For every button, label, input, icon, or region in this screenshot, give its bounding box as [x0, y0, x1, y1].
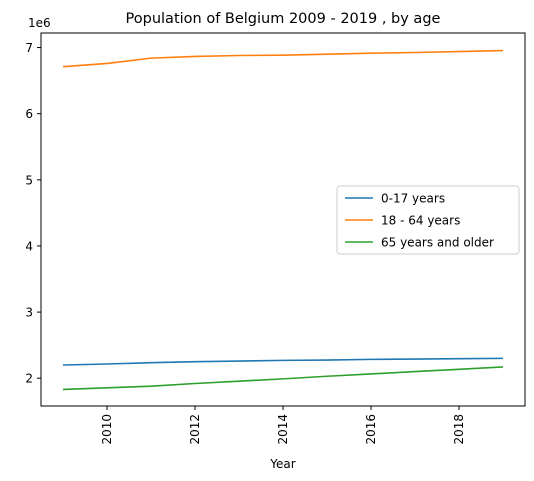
series-lines [62, 49, 504, 391]
y-tick-label: 7 [25, 41, 33, 55]
y-offset-label: 1e6 [28, 16, 51, 30]
x-tick-label: 2014 [276, 414, 290, 445]
series-line-2 [62, 49, 504, 68]
y-tick-label: 5 [25, 173, 33, 187]
plot-frame [40, 32, 526, 407]
y-tick-label: 6 [25, 107, 33, 121]
x-axis-label: Year [269, 457, 295, 471]
x-tick-label: 2012 [188, 414, 202, 445]
x-tick-label: 2018 [452, 414, 466, 445]
chart-title: Population of Belgium 2009 - 2019 , by a… [126, 11, 441, 27]
y-tick-label: 2 [25, 372, 33, 386]
y-axis: 2 3 4 5 6 7 [25, 41, 41, 386]
legend-label: 0-17 years [381, 192, 445, 206]
y-tick-label: 3 [25, 306, 33, 320]
legend: 0-17 years 18 - 64 years 65 years and olde… [336, 185, 520, 255]
y-tick-label: 4 [25, 239, 33, 253]
legend-box [336, 185, 520, 255]
series-line-1 [62, 357, 504, 366]
x-tick-label: 2016 [364, 414, 378, 445]
series-line-3 [62, 366, 504, 391]
x-axis: 2010 2012 2014 2016 2018 [100, 406, 466, 445]
legend-label: 18 - 64 years [381, 214, 460, 228]
legend-label: 65 years and older [381, 236, 494, 250]
x-tick-label: 2010 [100, 414, 114, 445]
